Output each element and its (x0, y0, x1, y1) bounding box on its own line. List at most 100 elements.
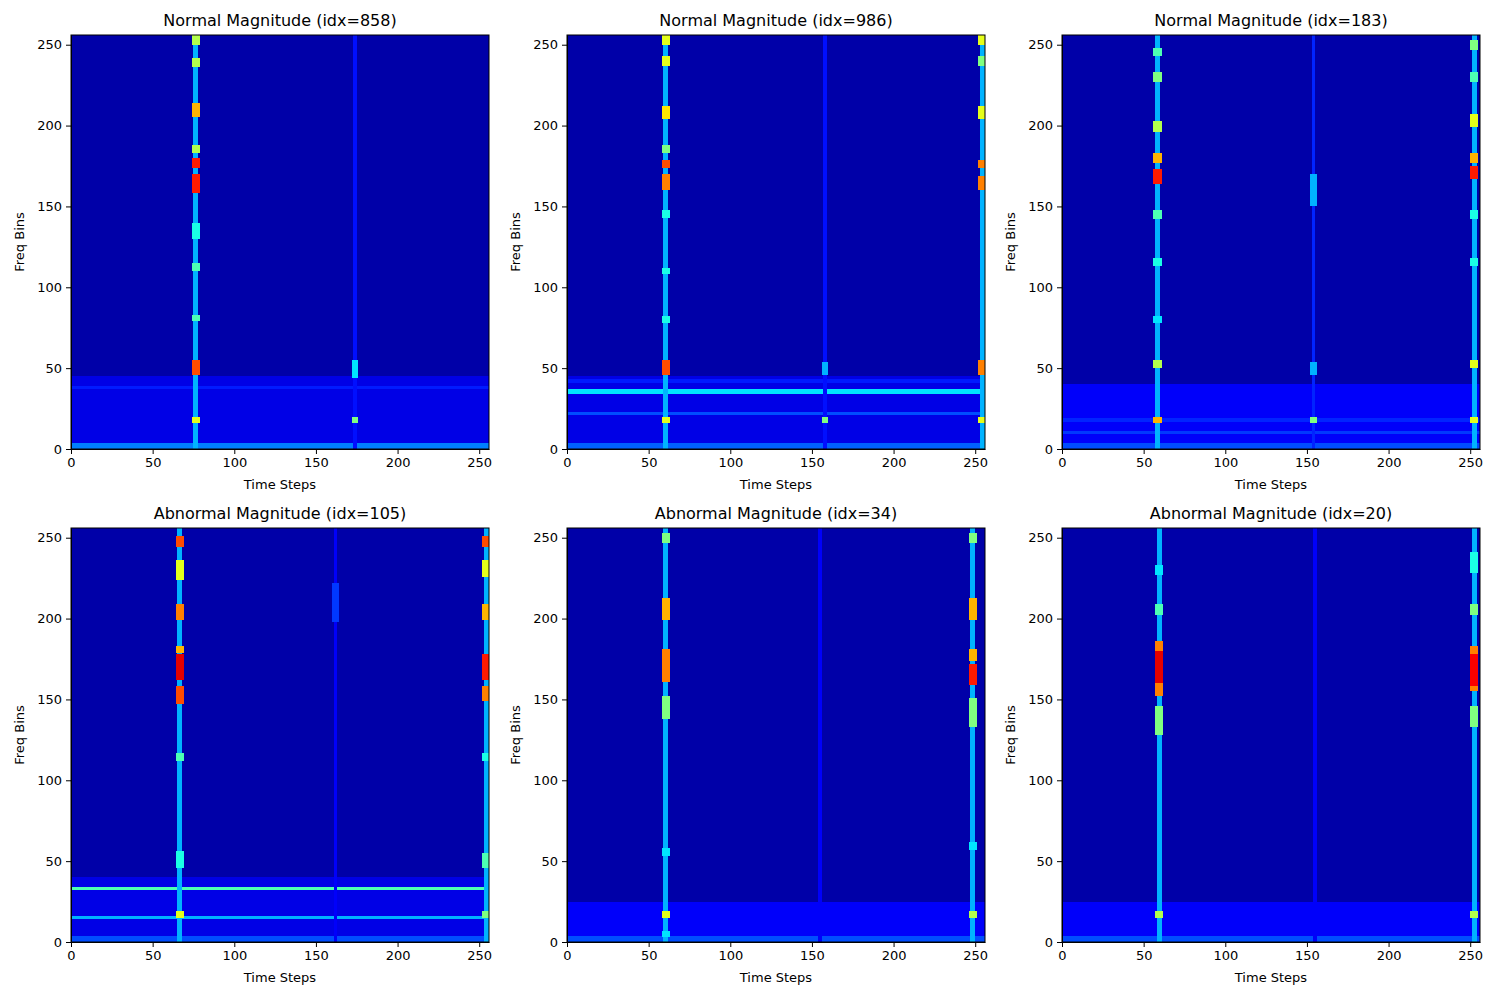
heatmap-cell (176, 604, 184, 620)
tick: 0 (550, 935, 567, 950)
heatmap-cell (1062, 431, 1480, 434)
tick-mark (562, 206, 567, 207)
heatmap-cell (822, 362, 829, 375)
tick-mark (1057, 368, 1062, 369)
tick-mark (66, 699, 71, 700)
heatmap-cell (176, 560, 184, 579)
tick-mark (894, 942, 895, 947)
cells (1062, 528, 1480, 942)
heatmap-cell (71, 887, 489, 890)
tick-label: 0 (1058, 455, 1066, 470)
tick-label: 0 (54, 935, 62, 950)
heatmap-cell (193, 35, 198, 449)
heatmap-cell (482, 604, 489, 620)
tick-label: 0 (563, 455, 571, 470)
tick-mark (316, 449, 317, 454)
tick-mark (1057, 861, 1062, 862)
tick: 0 (67, 449, 75, 470)
tick: 50 (45, 361, 71, 376)
heatmap-cell (969, 533, 977, 543)
tick: 100 (533, 280, 567, 295)
heatmap-cell (1155, 651, 1163, 683)
x-axis: 050100150200250 (563, 449, 988, 470)
heatmap-cell (192, 145, 200, 153)
y-axis: 050100150200250 (1028, 529, 1062, 950)
tick-mark (66, 780, 71, 781)
heatmap-cell (1153, 258, 1161, 266)
tick-mark (562, 368, 567, 369)
tick: 100 (718, 449, 743, 470)
heatmap-cell (662, 649, 670, 681)
heatmap-cell (978, 176, 985, 191)
tick-mark (812, 942, 813, 947)
heatmap-cell (1155, 35, 1160, 449)
heatmap-cell (1062, 443, 1480, 449)
tick: 200 (1377, 449, 1402, 470)
tick-mark (1057, 45, 1062, 46)
heatmap-cell (1313, 528, 1316, 942)
heatmap-cell (482, 560, 489, 576)
tick: 200 (386, 942, 411, 963)
tick-label: 250 (37, 530, 62, 545)
x-axis-label: Time Steps (243, 970, 317, 985)
tick-label: 0 (550, 935, 558, 950)
heatmap-cell (482, 536, 489, 547)
heatmap-cell (567, 936, 985, 942)
tick-mark (71, 942, 72, 947)
heatmap-cell (567, 376, 985, 449)
heatmap-cell (192, 174, 200, 193)
tick: 100 (533, 773, 567, 788)
tick-label: 250 (467, 948, 492, 963)
tick-mark (1057, 126, 1062, 127)
tick-label: 50 (1036, 854, 1053, 869)
tick-label: 100 (718, 948, 743, 963)
heatmap-cell (1470, 360, 1478, 368)
tick-mark (567, 942, 568, 947)
heatmap-cell (1153, 48, 1161, 56)
tick-mark (730, 449, 731, 454)
plot-frame (71, 35, 489, 449)
tick-label: 0 (67, 455, 75, 470)
tick: 200 (386, 449, 411, 470)
tick-mark (1057, 619, 1062, 620)
tick-label: 100 (718, 455, 743, 470)
tick: 0 (1045, 935, 1062, 950)
heatmap-cell (1153, 316, 1161, 322)
title: Normal Magnitude (idx=986) (659, 11, 892, 30)
cells (567, 528, 985, 942)
heatmap-cell (71, 35, 489, 449)
tick-label: 200 (882, 455, 907, 470)
y-axis: 050100150200250 (533, 36, 567, 457)
tick: 250 (1458, 942, 1483, 963)
tick-mark (649, 449, 650, 454)
plot-frame (71, 528, 489, 942)
title: Abnormal Magnitude (idx=34) (655, 504, 897, 523)
tick-label: 150 (1028, 692, 1053, 707)
x-axis: 050100150200250 (67, 449, 492, 470)
heatmap-cell (567, 902, 985, 942)
tick-mark (562, 861, 567, 862)
heatmap-cell (1310, 362, 1317, 375)
x-axis-label: Time Steps (243, 477, 317, 492)
tick-mark (649, 942, 650, 947)
tick-mark (66, 619, 71, 620)
tick: 0 (563, 942, 571, 963)
tick-mark (562, 780, 567, 781)
tick: 50 (45, 854, 71, 869)
tick-mark (71, 449, 72, 454)
panel: 050100150200250050100150200250Normal Mag… (12, 11, 492, 492)
tick-mark (562, 699, 567, 700)
background (0, 0, 1500, 1000)
tick: 50 (1036, 361, 1062, 376)
tick-label: 100 (1028, 280, 1053, 295)
x-axis: 050100150200250 (67, 942, 492, 963)
heatmap-cell (567, 379, 985, 382)
tick-label: 50 (145, 455, 162, 470)
tick: 100 (1213, 942, 1238, 963)
tick: 150 (37, 199, 71, 214)
tick: 250 (467, 449, 492, 470)
tick-label: 50 (1136, 455, 1153, 470)
heatmap-cell (1153, 153, 1161, 163)
heatmap-cell (822, 417, 829, 423)
plot-frame (567, 35, 985, 449)
